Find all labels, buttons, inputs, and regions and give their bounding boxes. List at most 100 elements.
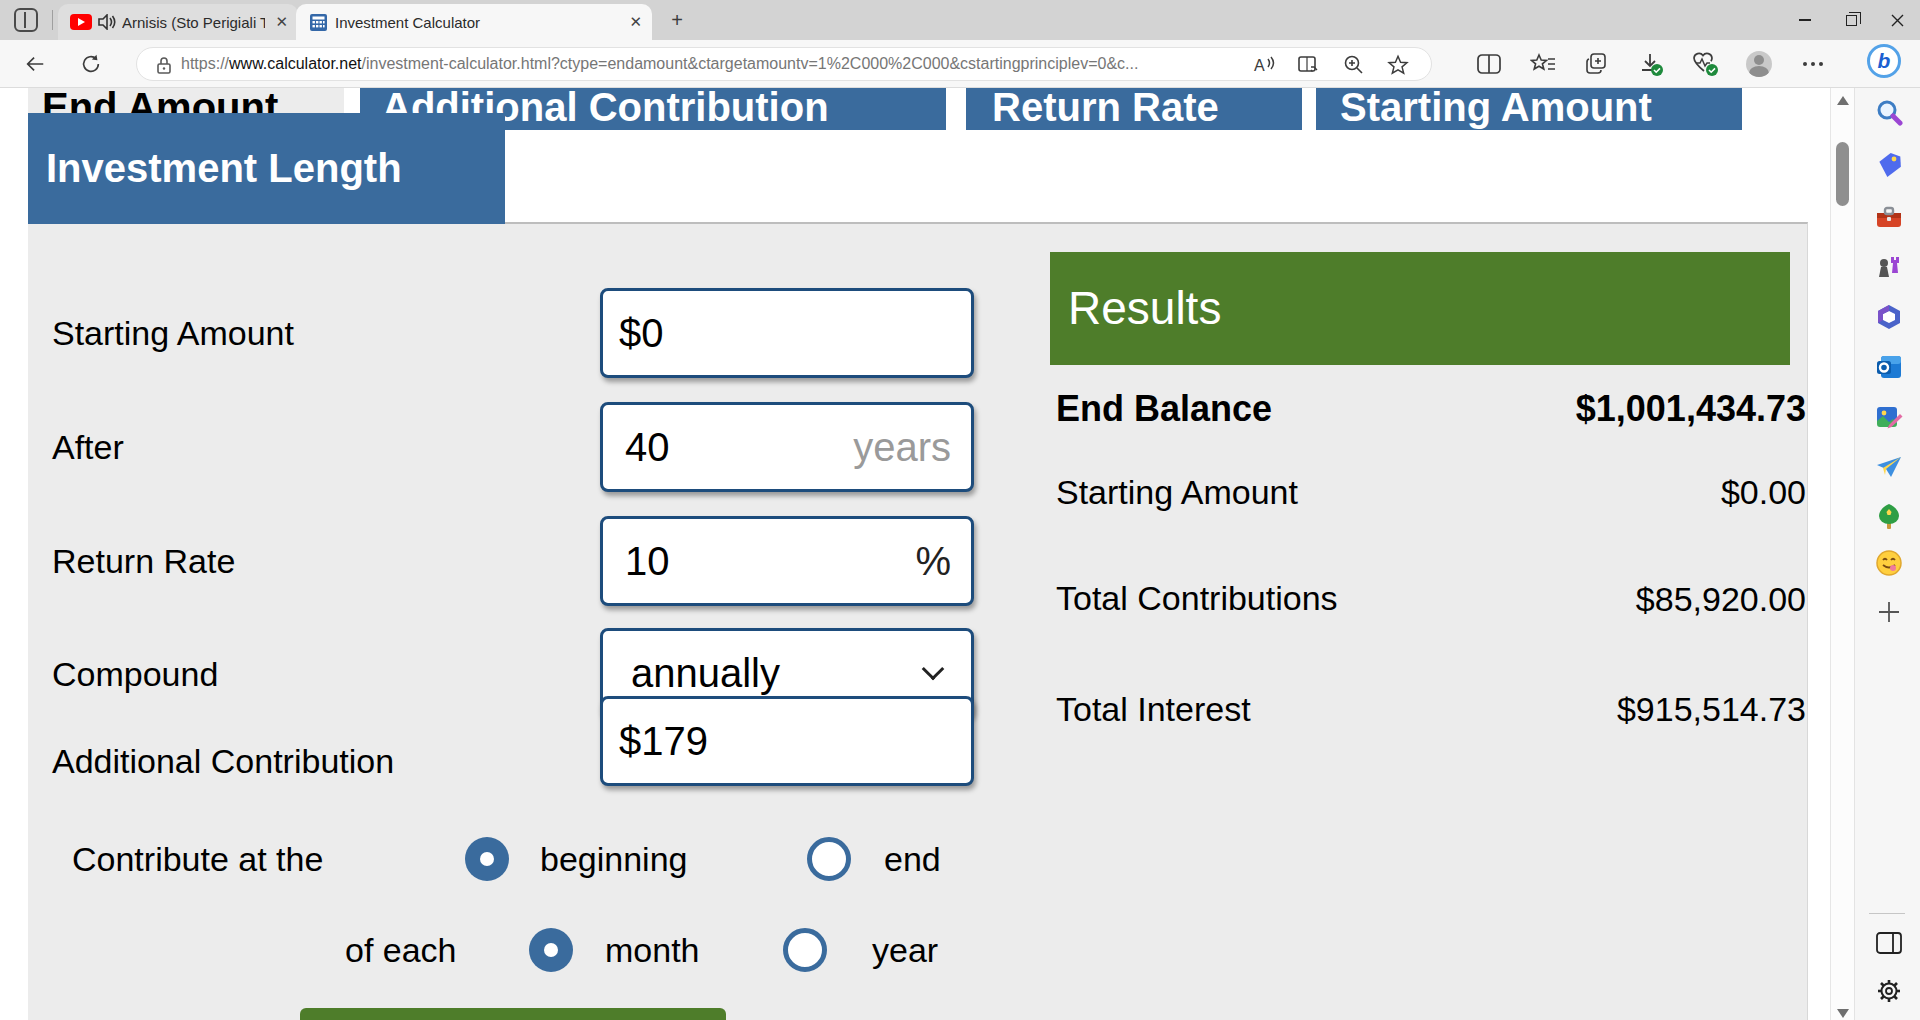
- collections-icon: [1585, 52, 1609, 76]
- collections-button[interactable]: [1582, 49, 1612, 79]
- address-bar[interactable]: https://www.calculator.net/investment-ca…: [136, 47, 1432, 81]
- tools-button[interactable]: [1874, 202, 1904, 232]
- dropdown-chevron-icon: [922, 658, 945, 681]
- settings-gear-icon: [1876, 978, 1902, 1004]
- scrollbar-thumb[interactable]: [1836, 142, 1849, 206]
- immersive-reader-icon: [1298, 55, 1320, 75]
- emoji-button[interactable]: [1874, 548, 1904, 578]
- radio-year[interactable]: [783, 928, 827, 972]
- radio-month[interactable]: [529, 928, 573, 972]
- favorite-button[interactable]: [1383, 50, 1413, 80]
- svg-text:A: A: [1254, 57, 1265, 74]
- tab-investment-calculator[interactable]: Investment Calculator ✕: [296, 4, 652, 40]
- group-prefix: Contribute at the: [72, 837, 323, 881]
- favorites-list-icon: [1530, 53, 1556, 75]
- settings-more-button[interactable]: [1798, 49, 1828, 79]
- tab-youtube[interactable]: Arnisis (Sto Perigiali To Kirfo ✕: [58, 4, 298, 40]
- tab-strip: Arnisis (Sto Perigiali To Kirfo ✕ Invest…: [0, 0, 1920, 40]
- microsoft-365-icon: [1875, 303, 1903, 331]
- outlook-button[interactable]: [1874, 352, 1904, 382]
- result-value: $915,514.73: [1617, 690, 1806, 729]
- zoom-button[interactable]: [1339, 50, 1369, 80]
- sidebar-panel-icon: [1876, 932, 1902, 954]
- games-icon: [1875, 253, 1903, 281]
- result-value: $0.00: [1721, 473, 1806, 512]
- profile-button[interactable]: [1744, 49, 1774, 79]
- microsoft-365-button[interactable]: [1874, 302, 1904, 332]
- tab-actions-icon[interactable]: [14, 8, 38, 32]
- radio-label-beginning[interactable]: beginning: [540, 837, 687, 881]
- browser-toolbar: https://www.calculator.net/investment-ca…: [0, 40, 1920, 88]
- split-screen-button[interactable]: [1474, 49, 1504, 79]
- page-scrollbar[interactable]: [1830, 88, 1854, 1020]
- scroll-up-icon[interactable]: [1837, 96, 1849, 105]
- select-value: annually: [603, 651, 780, 696]
- calculate-button[interactable]: [300, 1008, 726, 1020]
- outlook-icon: [1875, 354, 1903, 380]
- input-value: $179: [603, 719, 708, 764]
- browser-essentials-button[interactable]: [1690, 49, 1720, 79]
- field-label: Additional Contribution: [52, 742, 394, 781]
- field-label: Starting Amount: [52, 314, 294, 353]
- browser-essentials-icon: [1692, 51, 1719, 77]
- designer-icon: [1875, 403, 1903, 431]
- url-path: /investment-calculator.html?ctype=endamo…: [362, 55, 1139, 72]
- url-text[interactable]: https://www.calculator.net/investment-ca…: [181, 48, 1236, 80]
- radio-label-year[interactable]: year: [872, 928, 938, 972]
- scroll-down-icon[interactable]: [1837, 1009, 1849, 1018]
- starting-amount-input[interactable]: $0: [600, 288, 974, 378]
- sidebar-panel-button[interactable]: [1874, 928, 1904, 958]
- games-button[interactable]: [1874, 252, 1904, 282]
- designer-button[interactable]: [1874, 402, 1904, 432]
- calculator-favicon: [310, 14, 327, 31]
- minimize-icon: [1799, 19, 1811, 21]
- tab-investment-length[interactable]: Investment Length: [28, 113, 505, 224]
- close-window-button[interactable]: [1874, 0, 1920, 40]
- result-label: Starting Amount: [1050, 473, 1298, 512]
- additional-contribution-input[interactable]: $179: [600, 696, 974, 786]
- divider: [52, 10, 53, 30]
- site-info-button[interactable]: [149, 50, 179, 80]
- read-aloud-button[interactable]: A: [1249, 50, 1279, 80]
- close-icon[interactable]: ✕: [265, 13, 298, 31]
- tools-icon: [1875, 204, 1903, 230]
- tab-starting-amount[interactable]: Starting Amount: [1316, 88, 1742, 130]
- back-button[interactable]: [20, 49, 50, 79]
- tab-return-rate[interactable]: Return Rate: [966, 88, 1302, 130]
- group-prefix: of each: [345, 928, 457, 972]
- restore-button[interactable]: [1828, 0, 1874, 40]
- radio-end[interactable]: [807, 837, 851, 881]
- copilot-button[interactable]: b: [1867, 44, 1901, 78]
- result-row-end-balance: End Balance $1,001,434.73: [1050, 379, 1806, 439]
- immersive-reader-button[interactable]: [1294, 50, 1324, 80]
- field-label: Compound: [52, 655, 218, 694]
- refresh-button[interactable]: [76, 49, 106, 79]
- tree-button[interactable]: [1874, 502, 1904, 532]
- sidebar-search-button[interactable]: [1874, 98, 1904, 128]
- field-label: Return Rate: [52, 542, 235, 581]
- field-label: After: [52, 428, 124, 467]
- tree-icon: [1876, 503, 1902, 531]
- radio-label-end[interactable]: end: [884, 837, 941, 881]
- shopping-button[interactable]: [1874, 150, 1904, 180]
- after-years-input[interactable]: 40 years: [600, 402, 974, 492]
- minimize-button[interactable]: [1782, 0, 1828, 40]
- refresh-icon: [80, 53, 102, 75]
- new-tab-button[interactable]: +: [664, 8, 690, 34]
- audio-playing-icon[interactable]: [98, 14, 116, 30]
- input-value: $0: [603, 311, 664, 356]
- radio-beginning[interactable]: [465, 837, 509, 881]
- return-rate-input[interactable]: 10 %: [600, 516, 974, 606]
- result-row-starting-amount: Starting Amount $0.00: [1050, 467, 1806, 517]
- settings-button[interactable]: [1874, 976, 1904, 1006]
- close-icon: [1891, 14, 1904, 27]
- add-sidebar-item-icon: [1877, 600, 1901, 624]
- calculator-panel: Starting Amount After Return Rate Compou…: [28, 222, 1808, 1020]
- drop-button[interactable]: [1874, 452, 1904, 482]
- add-sidebar-item-button[interactable]: [1874, 597, 1904, 627]
- radio-label-month[interactable]: month: [605, 928, 700, 972]
- close-icon[interactable]: ✕: [619, 13, 652, 31]
- downloads-button[interactable]: [1636, 49, 1666, 79]
- favorites-button[interactable]: [1528, 49, 1558, 79]
- tab-title: Investment Calculator: [335, 14, 619, 31]
